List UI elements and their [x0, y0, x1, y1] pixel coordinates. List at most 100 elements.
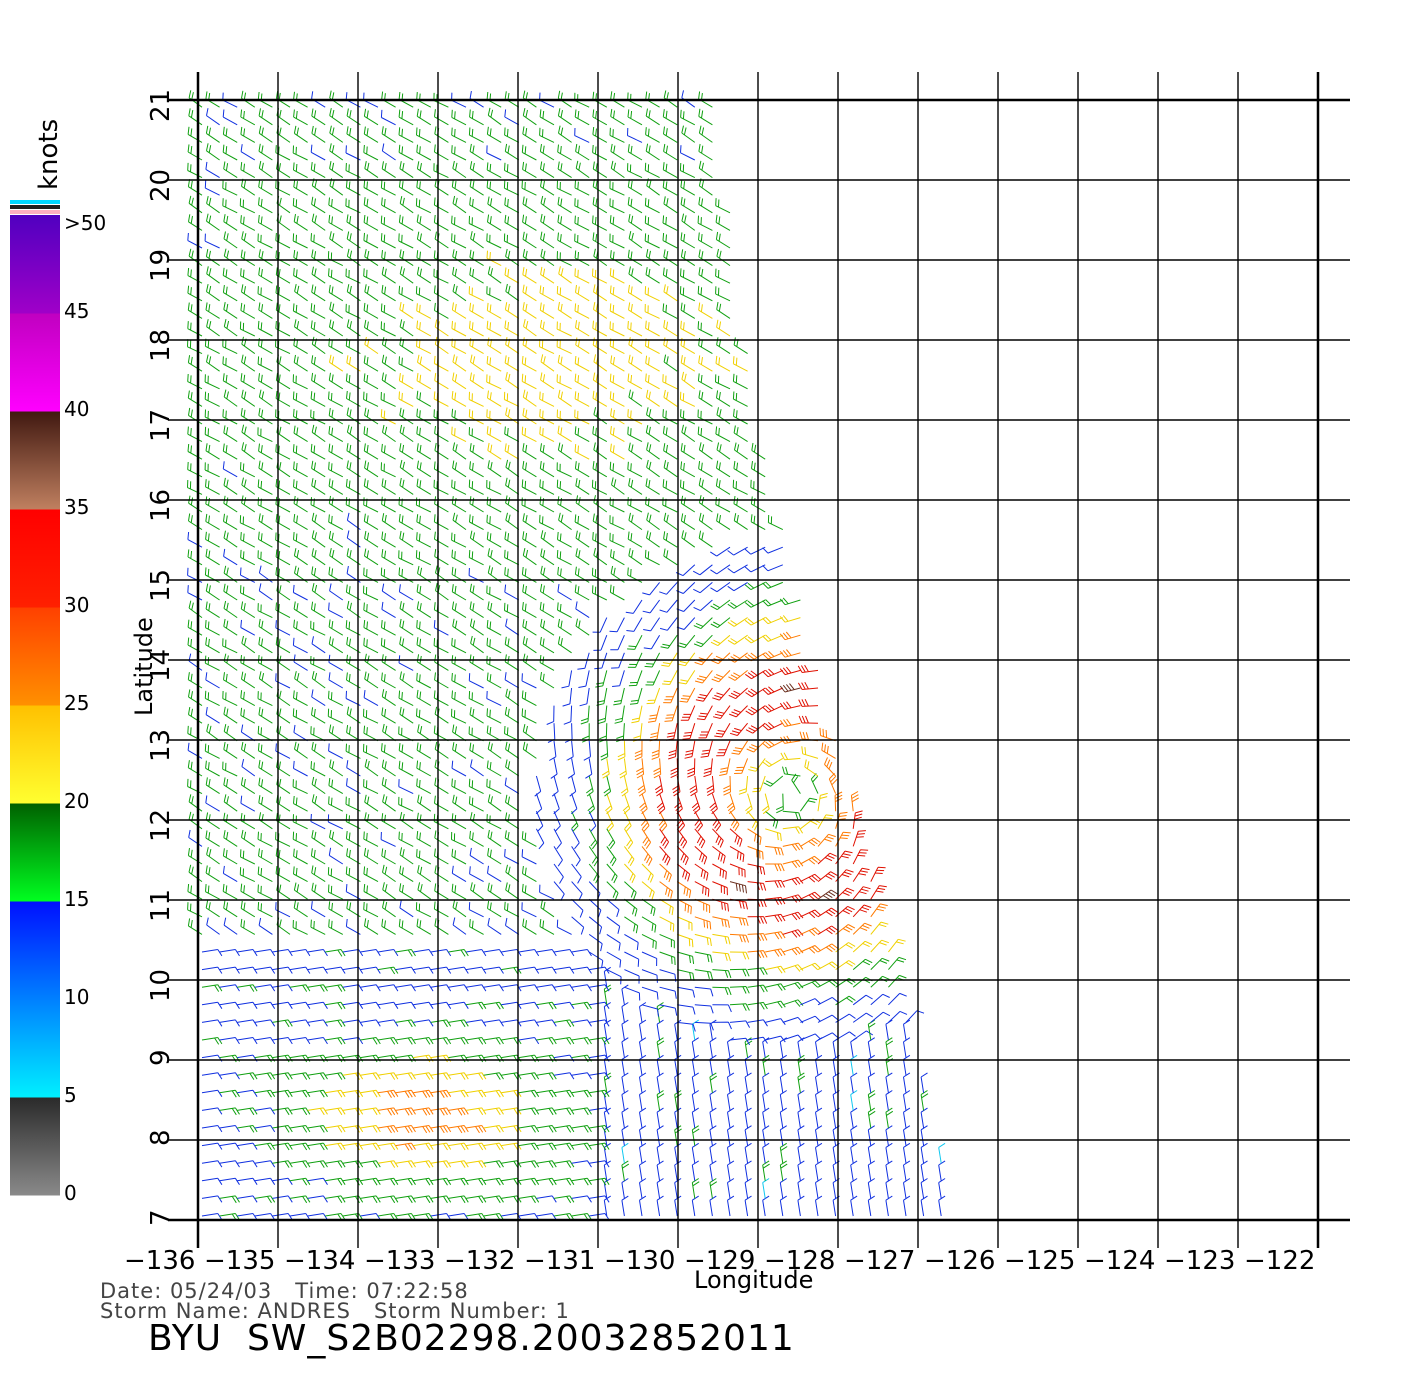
wind-barb: [677, 951, 695, 964]
wind-barb: [363, 126, 379, 143]
wind-barb: [609, 391, 625, 407]
wind-barb: [626, 617, 643, 632]
wind-barb: [470, 635, 484, 654]
wind-barb: [416, 778, 432, 795]
wind-barb: [782, 929, 804, 938]
wind-barb: [744, 546, 766, 555]
wind-barb: [593, 407, 608, 425]
wind-barb: [885, 1160, 893, 1181]
wind-barb: [782, 911, 804, 921]
wind-barb: [377, 1125, 399, 1134]
wind-barb: [609, 515, 625, 531]
wind-barb: [377, 1160, 399, 1168]
wind-barb: [677, 969, 695, 981]
wind-barb: [272, 1072, 293, 1080]
wind-barb: [504, 901, 520, 918]
wind-barb: [413, 1125, 434, 1134]
wind-barb: [557, 196, 572, 214]
wind-barb: [641, 951, 658, 967]
wind-barb: [522, 602, 537, 619]
wind-barb: [469, 830, 484, 847]
wind-barb: [691, 1178, 700, 1199]
wind-barb: [745, 705, 766, 716]
wind-barb: [680, 495, 696, 513]
wind-barb: [469, 320, 484, 337]
wind-barb: [621, 1178, 629, 1199]
wind-barb: [272, 1142, 293, 1151]
wind-barb: [765, 913, 786, 923]
wind-barb: [237, 1037, 258, 1045]
storm-name-line: Storm Name: ANDRES Storm Number: 1: [100, 1299, 570, 1323]
wind-barb: [800, 891, 821, 901]
wind-barb: [870, 975, 890, 988]
wind-barb: [747, 950, 768, 959]
wind-barb: [187, 549, 203, 566]
wind-barb: [469, 514, 484, 531]
wind-barb: [698, 302, 713, 319]
wind-barb: [328, 461, 344, 478]
wind-barb: [465, 1089, 487, 1098]
wind-barb: [797, 1195, 805, 1217]
wind-barb: [592, 215, 608, 231]
wind-barb: [571, 1195, 592, 1203]
wind-barbs: [187, 90, 946, 1221]
wind-barb: [852, 940, 873, 953]
wind-barb: [817, 961, 839, 971]
wind-barb: [641, 933, 657, 950]
wind-barb: [677, 1021, 696, 1032]
wind-barb: [187, 479, 203, 495]
wind-barb: [663, 687, 678, 704]
wind-barb: [628, 670, 643, 687]
wind-barb: [219, 1107, 240, 1116]
wind-barb: [328, 214, 344, 231]
lon-tick-label: −124: [1084, 1246, 1156, 1276]
wind-barb: [744, 1072, 752, 1093]
wind-barb: [920, 1178, 928, 1199]
wind-barb: [416, 601, 432, 619]
wind-barb: [205, 830, 220, 847]
wind-barb: [628, 266, 643, 284]
wind-barb: [885, 1195, 893, 1217]
wind-barb: [241, 442, 256, 460]
wind-barb: [623, 810, 632, 832]
wind-barb: [201, 1001, 223, 1009]
wind-barb: [609, 198, 625, 214]
wind-barb: [659, 898, 674, 916]
wind-barb: [468, 902, 484, 918]
wind-barb: [627, 426, 643, 443]
wind-barb: [801, 746, 819, 759]
wind-barb: [938, 1178, 946, 1199]
wind-barb: [311, 372, 326, 390]
wind-barb: [852, 958, 873, 970]
wind-barb: [521, 355, 537, 372]
wind-barb: [782, 859, 804, 869]
wind-barb: [292, 637, 308, 654]
wind-barb: [571, 881, 583, 901]
wind-barb: [416, 654, 432, 671]
wind-barb: [487, 390, 502, 407]
wind-barb: [289, 966, 311, 974]
wind-barb: [206, 723, 220, 742]
wind-barb: [328, 566, 344, 583]
wind-barb: [903, 1090, 911, 1111]
wind-barb: [504, 672, 520, 689]
wind-barb: [363, 232, 379, 249]
wind-barb: [468, 409, 484, 425]
wind-barb: [815, 1195, 823, 1217]
wind-barb: [763, 775, 784, 787]
wind-barb: [694, 881, 710, 897]
wind-barb: [627, 163, 643, 179]
wind-barb: [641, 916, 657, 933]
wind-barb: [483, 1089, 504, 1098]
wind-barb: [574, 373, 590, 390]
wind-barb: [241, 671, 256, 689]
wind-barb: [398, 233, 414, 249]
wind-barb: [452, 249, 467, 267]
wind-barb: [716, 513, 731, 531]
wind-barb: [539, 319, 555, 337]
wind-barb: [289, 1089, 311, 1098]
wind-barb: [360, 1054, 381, 1063]
lon-tick-label: −125: [1004, 1246, 1076, 1276]
wind-barb: [342, 1001, 364, 1009]
lon-tick-label: −132: [444, 1246, 516, 1276]
